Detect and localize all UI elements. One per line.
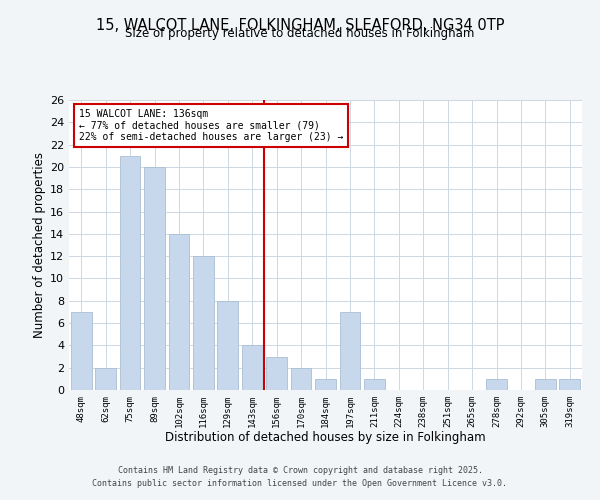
Bar — [559, 379, 580, 390]
Bar — [71, 312, 92, 390]
Bar — [266, 356, 287, 390]
Bar — [290, 368, 311, 390]
Y-axis label: Number of detached properties: Number of detached properties — [33, 152, 46, 338]
Bar — [144, 167, 165, 390]
Text: 15 WALCOT LANE: 136sqm
← 77% of detached houses are smaller (79)
22% of semi-det: 15 WALCOT LANE: 136sqm ← 77% of detached… — [79, 108, 344, 142]
Bar — [242, 346, 263, 390]
Bar — [315, 379, 336, 390]
Text: Size of property relative to detached houses in Folkingham: Size of property relative to detached ho… — [125, 28, 475, 40]
Bar — [535, 379, 556, 390]
Bar — [217, 301, 238, 390]
Text: 15, WALCOT LANE, FOLKINGHAM, SLEAFORD, NG34 0TP: 15, WALCOT LANE, FOLKINGHAM, SLEAFORD, N… — [96, 18, 504, 32]
Bar — [169, 234, 190, 390]
Bar — [119, 156, 140, 390]
Bar — [95, 368, 116, 390]
Bar — [193, 256, 214, 390]
Bar — [340, 312, 361, 390]
X-axis label: Distribution of detached houses by size in Folkingham: Distribution of detached houses by size … — [165, 432, 486, 444]
Bar — [364, 379, 385, 390]
Text: Contains HM Land Registry data © Crown copyright and database right 2025.
Contai: Contains HM Land Registry data © Crown c… — [92, 466, 508, 487]
Bar — [486, 379, 507, 390]
